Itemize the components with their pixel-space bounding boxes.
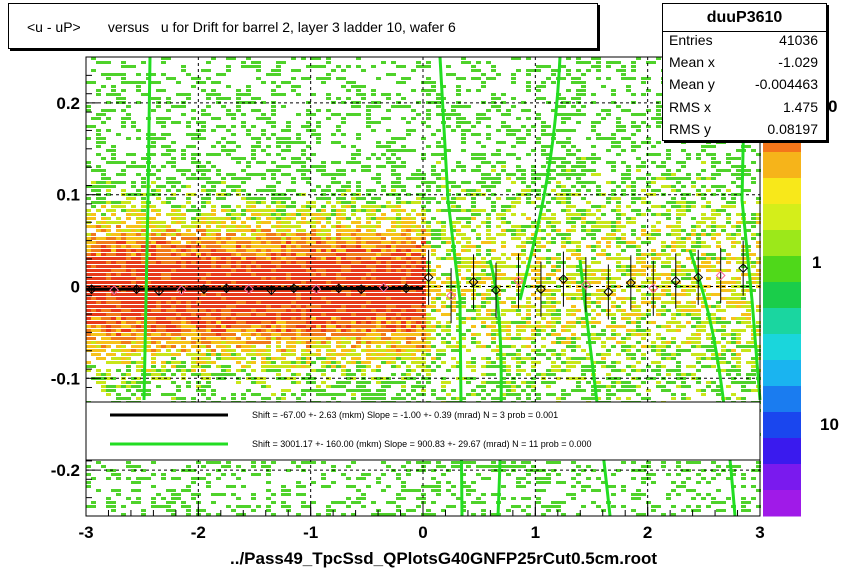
- colorbar-segment: [763, 386, 801, 413]
- x-tick-label: 0: [418, 523, 427, 542]
- profile-points: [86, 240, 749, 324]
- x-tick-label: 1: [531, 523, 540, 542]
- stats-key: Entries: [669, 32, 713, 48]
- y-tick-label: -0.1: [51, 369, 80, 388]
- stats-value: 0.08197: [767, 121, 818, 137]
- colorbar-tick-label: 0: [828, 97, 837, 116]
- colorbar-segment: [763, 256, 801, 283]
- profile-point: [221, 283, 232, 294]
- colorbar-segment: [763, 230, 801, 257]
- stats-key: RMS x: [669, 99, 711, 115]
- axes: -3 -2 -1 0 1 2 3 -0.2 -0.1 0 0.1 0.2: [51, 56, 765, 542]
- legend-text: Shift = -67.00 +- 2.63 (mkm) Slope = -1.…: [252, 410, 558, 420]
- profile-point: [401, 283, 412, 294]
- stats-value: 41036: [779, 32, 818, 48]
- profile-point: [536, 284, 546, 295]
- stats-box: duuP3610 Entries 41036 Mean x -1.029 Mea…: [662, 3, 827, 141]
- colorbar-segment: [763, 204, 801, 231]
- profile-point: [625, 277, 636, 288]
- colorbar-segment: [763, 438, 801, 465]
- colorbar-segment: [763, 152, 801, 179]
- x-tick-label: -3: [78, 523, 93, 542]
- profile-point: [648, 283, 659, 294]
- profile-point: [423, 272, 434, 283]
- stats-value: -0.004463: [754, 76, 818, 92]
- profile-point: [558, 274, 569, 285]
- stats-row: Mean x -1.029: [669, 54, 818, 76]
- profile-point: [670, 276, 681, 286]
- green-fit-curve: [578, 259, 612, 517]
- profile-point: [199, 284, 209, 295]
- profile-point: [468, 276, 479, 287]
- profile-point: [288, 283, 299, 294]
- colorbar-segment: [763, 464, 801, 491]
- colorbar-segment: [763, 308, 801, 335]
- green-fit-curve: [142, 56, 152, 401]
- colorbar-segment: [763, 360, 801, 387]
- stats-key: Mean y: [669, 76, 715, 92]
- profile-point: [243, 284, 254, 295]
- title-box: <u - uP> versus u for Drift for barrel 2…: [8, 3, 598, 49]
- colorbar-segment: [763, 178, 801, 205]
- colorbar-tick-label: 10: [820, 415, 839, 434]
- stats-row: RMS x 1.475: [669, 99, 818, 121]
- black-fit-line: [85, 286, 424, 291]
- grid-lines: [86, 57, 760, 516]
- profile-point: [154, 286, 164, 297]
- file-path-footer: ../Pass49_TpcSsd_QPlotsG40GNFP25rCut0.5c…: [230, 549, 658, 568]
- y-tick-label: 0: [71, 278, 80, 297]
- colorbar-segment: [763, 412, 801, 439]
- stats-key: RMS y: [669, 121, 711, 137]
- stats-value: 1.475: [782, 99, 818, 115]
- profile-point: [311, 284, 322, 295]
- colorbar-tick-label: 1: [812, 253, 821, 272]
- y-tick-label: 0.1: [56, 186, 80, 205]
- profile-point: [693, 272, 704, 283]
- x-tick-label: -2: [191, 523, 206, 542]
- profile-point: [176, 285, 187, 296]
- stats-row: Entries 41036: [669, 32, 818, 54]
- stats-title: duuP3610: [663, 4, 826, 32]
- profile-point: [491, 285, 501, 296]
- colorbar-segment: [763, 334, 801, 361]
- profile-point: [333, 283, 344, 294]
- green-fit-curve: [518, 56, 562, 301]
- x-tick-label: 2: [643, 523, 652, 542]
- legend-box: [85, 401, 761, 461]
- colorbar-segment: [763, 282, 801, 309]
- stats-row: RMS y 0.08197: [669, 121, 818, 143]
- profile-point: [513, 276, 524, 286]
- legend-text: Shift = 3001.17 +- 160.00 (mkm) Slope = …: [252, 439, 592, 449]
- x-tick-label: -1: [303, 523, 318, 542]
- y-tick-label: -0.2: [51, 461, 80, 480]
- profile-point: [738, 263, 749, 274]
- profile-point: [266, 285, 277, 296]
- colorbar-segment: [763, 490, 801, 517]
- stats-row: Mean y -0.004463: [669, 76, 818, 98]
- profile-point: [378, 282, 389, 293]
- profile-point: [603, 287, 614, 297]
- stats-value: -1.029: [778, 54, 818, 70]
- profile-point: [109, 285, 120, 296]
- profile-point: [580, 279, 591, 290]
- profile-point: [715, 270, 726, 281]
- fit-legend: Shift = -67.00 +- 2.63 (mkm) Slope = -1.…: [85, 401, 761, 461]
- profile-point: [131, 284, 142, 295]
- stats-key: Mean x: [669, 54, 715, 70]
- profile-point: [446, 290, 457, 301]
- profile-point: [86, 284, 97, 295]
- y-tick-label: 0.2: [56, 94, 80, 113]
- profile-point: [356, 284, 367, 295]
- chart-title: <u - uP> versus u for Drift for barrel 2…: [27, 19, 456, 35]
- x-tick-label: 3: [755, 523, 764, 542]
